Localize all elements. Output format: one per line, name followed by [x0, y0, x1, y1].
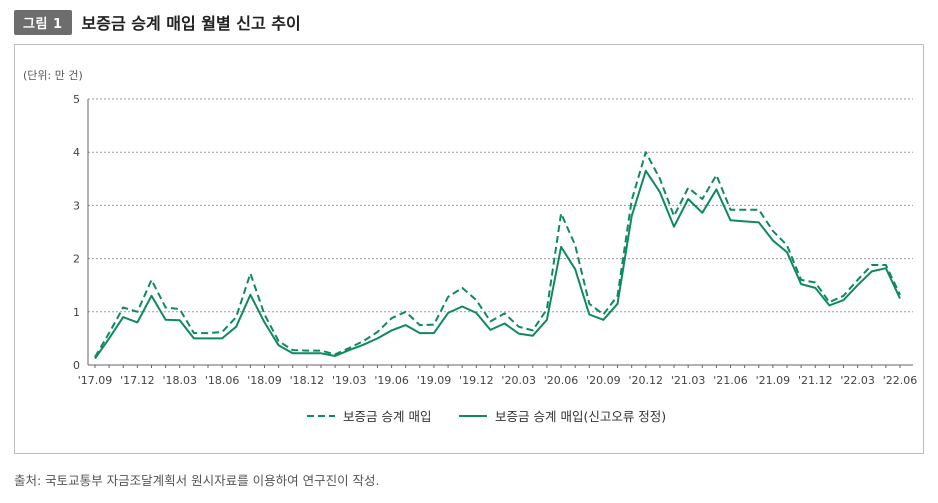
unit-label: (단위: 만 건)	[23, 69, 83, 82]
legend-label: 보증금 승계 매입	[343, 409, 431, 424]
legend: 보증금 승계 매입 보증금 승계 매입(신고오류 정정)	[307, 409, 666, 424]
figure-header: 그림 1 보증금 승계 매입 월별 신고 추이	[14, 9, 301, 35]
figure-title: 보증금 승계 매입 월별 신고 추이	[81, 14, 301, 33]
y-tick-label: 5	[73, 93, 80, 106]
x-tick-label: '17.09	[78, 374, 113, 387]
legend-label: 보증금 승계 매입(신고오류 정정)	[495, 409, 666, 424]
x-tick-label: '21.03	[671, 374, 706, 387]
y-tick-label: 0	[73, 359, 80, 372]
y-tick-label: 3	[73, 199, 80, 212]
x-tick-label: '21.06	[713, 374, 748, 387]
x-tick-label: '19.03	[332, 374, 367, 387]
chart-frame: (단위: 만 건) 0 1 2 3 4 5 '17.09 '17.12 '18.03 '18.06…	[14, 44, 924, 454]
x-tick-label: '22.06	[883, 374, 918, 387]
x-tick-label: '18.12	[290, 374, 325, 387]
series-lines	[94, 151, 901, 360]
line-chart: (단위: 만 건) 0 1 2 3 4 5 '17.09 '17.12 '18.03 '18.06…	[23, 69, 917, 424]
x-tick-label: '21.09	[756, 374, 791, 387]
source-note: 출처: 국토교통부 자금조달계획서 원시자료를 이용하여 연구진이 작성.	[14, 473, 380, 488]
x-tick-label: '20.06	[544, 374, 579, 387]
x-tick-label: '19.12	[459, 374, 494, 387]
x-tick-label: '18.06	[205, 374, 240, 387]
x-tick-label: '18.03	[162, 374, 197, 387]
x-tick-label: '20.09	[586, 374, 621, 387]
x-tick-label: '18.09	[247, 374, 282, 387]
x-tick-label: '19.09	[417, 374, 452, 387]
x-tick-label: '21.12	[798, 374, 833, 387]
gridlines	[88, 98, 913, 313]
y-tick-label: 1	[73, 306, 80, 319]
y-tick-label: 4	[73, 146, 80, 159]
x-tick-label: '22.03	[840, 374, 875, 387]
y-tick-label: 2	[73, 253, 80, 266]
figure-number-badge: 그림 1	[14, 9, 72, 35]
x-tick-label: '20.12	[629, 374, 664, 387]
axes: 0 1 2 3 4 5 '17.09 '17.12 '18.03 '18.06 '18.09 '18.…	[73, 93, 917, 387]
x-tick-label: '19.06	[374, 374, 409, 387]
x-tick-label: '20.03	[501, 374, 536, 387]
x-tick-label: '17.12	[120, 374, 155, 387]
series-line-solid	[94, 169, 901, 360]
